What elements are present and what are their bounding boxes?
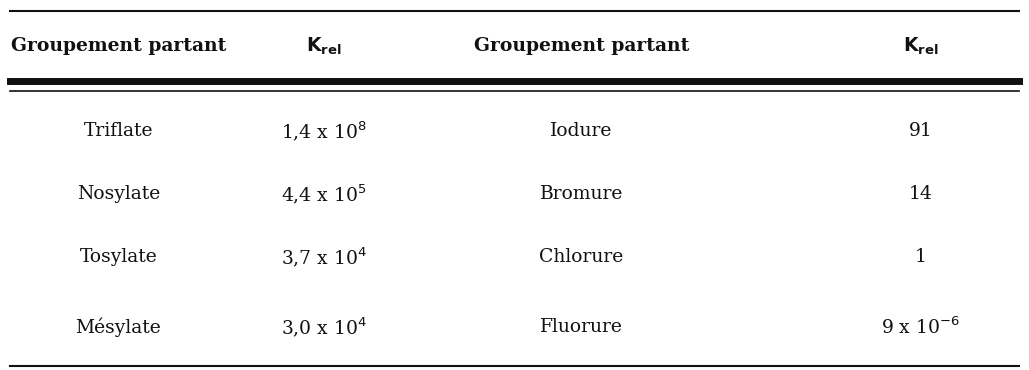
- Text: Mésylate: Mésylate: [75, 318, 162, 337]
- Text: $\mathbf{K}_{\mathbf{rel}}$: $\mathbf{K}_{\mathbf{rel}}$: [307, 36, 342, 57]
- Text: Tosylate: Tosylate: [79, 248, 157, 266]
- Text: Triflate: Triflate: [83, 122, 153, 140]
- Text: $\mathbf{K}_{\mathbf{rel}}$: $\mathbf{K}_{\mathbf{rel}}$: [903, 36, 938, 57]
- Text: 1: 1: [915, 248, 927, 266]
- Text: 3,0 x 10$^{4}$: 3,0 x 10$^{4}$: [281, 316, 367, 339]
- Text: Groupement partant: Groupement partant: [473, 37, 689, 55]
- Text: 91: 91: [909, 122, 933, 140]
- Text: 9 x 10$^{-6}$: 9 x 10$^{-6}$: [882, 317, 960, 338]
- Text: Groupement partant: Groupement partant: [10, 37, 226, 55]
- Text: Chlorure: Chlorure: [539, 248, 624, 266]
- Text: 1,4 x 10$^{8}$: 1,4 x 10$^{8}$: [281, 120, 367, 143]
- Text: 3,7 x 10$^{4}$: 3,7 x 10$^{4}$: [281, 245, 367, 269]
- Text: 14: 14: [909, 185, 933, 203]
- Text: 4,4 x 10$^{5}$: 4,4 x 10$^{5}$: [281, 182, 367, 206]
- Text: Bromure: Bromure: [539, 185, 624, 203]
- Text: Nosylate: Nosylate: [77, 185, 159, 203]
- Text: Iodure: Iodure: [551, 122, 612, 140]
- Text: Fluorure: Fluorure: [540, 319, 623, 336]
